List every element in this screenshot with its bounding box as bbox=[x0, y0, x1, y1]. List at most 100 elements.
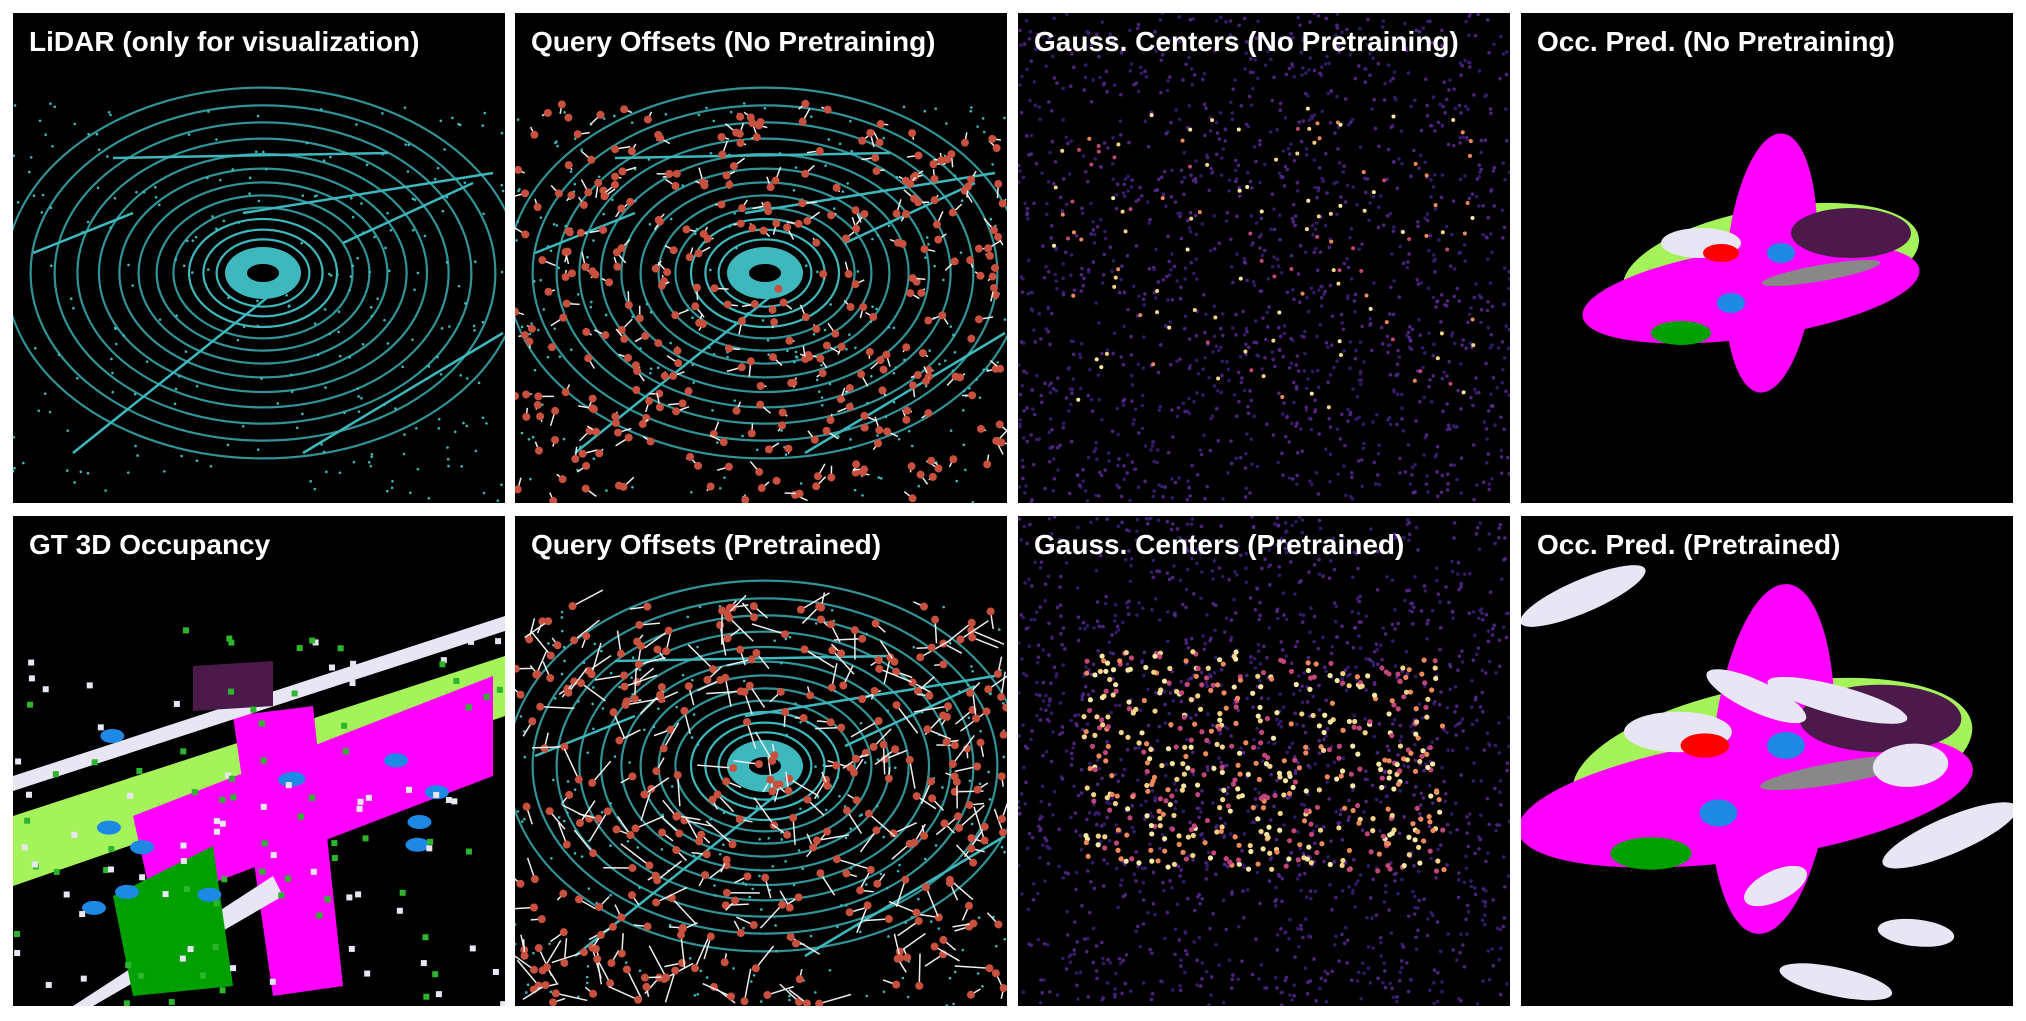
lidar-point bbox=[602, 117, 606, 120]
gaussian-center bbox=[1059, 614, 1063, 618]
gaussian-center bbox=[1229, 265, 1234, 269]
gaussian-center bbox=[1275, 616, 1280, 621]
gaussian-center bbox=[1091, 219, 1095, 224]
gaussian-center bbox=[1091, 960, 1096, 965]
lidar-point bbox=[500, 270, 504, 274]
gaussian-center bbox=[1290, 998, 1295, 1002]
lidar-point bbox=[864, 883, 868, 886]
gaussian-center bbox=[1465, 201, 1470, 206]
query-point bbox=[826, 718, 835, 727]
gaussian-center bbox=[1350, 475, 1354, 480]
gaussian-center bbox=[1265, 655, 1269, 660]
gaussian-center bbox=[1467, 812, 1472, 816]
lidar-point bbox=[182, 264, 186, 268]
query-offset bbox=[874, 748, 896, 766]
gaussian-center bbox=[1135, 41, 1140, 46]
gaussian-center bbox=[1182, 192, 1186, 197]
gaussian-center bbox=[1371, 877, 1376, 882]
gaussian-center bbox=[1265, 325, 1270, 329]
gaussian-center bbox=[1477, 835, 1481, 839]
gaussian-center bbox=[1317, 738, 1322, 743]
query-offset bbox=[918, 953, 921, 986]
gaussian-center bbox=[1487, 482, 1492, 487]
lidar-point bbox=[788, 998, 791, 1002]
gaussian-center bbox=[1408, 482, 1413, 486]
lidar-point bbox=[784, 637, 788, 641]
gaussian-center bbox=[1476, 13, 1480, 17]
lidar-point bbox=[43, 392, 47, 395]
gaussian-center bbox=[1228, 100, 1233, 105]
query-point bbox=[942, 737, 951, 746]
panel: Query Offsets (Pretrained) bbox=[515, 516, 1007, 1006]
gaussian-center bbox=[1298, 923, 1303, 928]
gaussian-center bbox=[1499, 471, 1504, 475]
gaussian-center bbox=[1244, 566, 1248, 570]
gaussian-center bbox=[1358, 26, 1362, 31]
occupancy-voxel bbox=[465, 848, 472, 855]
lidar-point bbox=[446, 457, 450, 461]
gaussian-center bbox=[1392, 225, 1396, 230]
lidar-point bbox=[847, 426, 851, 430]
panel: GT 3D Occupancy bbox=[13, 516, 505, 1006]
gaussian-center bbox=[1120, 878, 1124, 882]
gaussian-center bbox=[1051, 730, 1055, 734]
gaussian-center bbox=[1411, 490, 1415, 495]
lidar-point bbox=[409, 491, 412, 495]
lidar-point bbox=[324, 386, 327, 389]
lidar-point bbox=[370, 455, 373, 459]
gaussian-center bbox=[1425, 933, 1430, 938]
gaussian-center bbox=[1081, 154, 1086, 158]
gaussian-center bbox=[1486, 215, 1490, 220]
query-point bbox=[723, 300, 732, 309]
query-point bbox=[673, 811, 682, 820]
gaussian-center bbox=[1445, 705, 1449, 710]
gaussian-center bbox=[1503, 536, 1507, 540]
gaussian-center bbox=[1204, 153, 1209, 157]
gaussian-center bbox=[1218, 787, 1223, 792]
query-point bbox=[628, 863, 637, 872]
gaussian-center bbox=[1312, 140, 1317, 145]
lidar-point bbox=[734, 322, 737, 325]
gaussian-center bbox=[1090, 409, 1095, 413]
query-point bbox=[520, 951, 529, 960]
gaussian-center bbox=[1209, 166, 1213, 171]
lidar-point bbox=[752, 974, 756, 977]
query-offset bbox=[846, 810, 863, 834]
lidar-point bbox=[209, 464, 213, 468]
gaussian-center bbox=[1481, 887, 1486, 891]
gaussian-center bbox=[1218, 816, 1223, 821]
lidar-point bbox=[656, 366, 660, 370]
gaussian-center bbox=[1273, 790, 1277, 794]
gaussian-center bbox=[1047, 516, 1052, 521]
gaussian-center bbox=[1329, 343, 1334, 348]
gaussian-center bbox=[1195, 277, 1199, 281]
gaussian-center bbox=[1129, 353, 1134, 357]
gaussian-center bbox=[1025, 67, 1029, 72]
lidar-point bbox=[337, 310, 341, 313]
gaussian-center bbox=[1430, 608, 1435, 613]
gaussian-center bbox=[1251, 280, 1256, 284]
gaussian-center bbox=[1468, 139, 1473, 144]
lidar-point bbox=[971, 669, 974, 673]
query-point bbox=[927, 643, 936, 652]
gaussian-center bbox=[1354, 348, 1358, 353]
gaussian-center bbox=[1270, 192, 1275, 197]
gaussian-center bbox=[1113, 772, 1118, 777]
gaussian-center bbox=[1474, 282, 1478, 286]
lidar-ring bbox=[578, 137, 952, 409]
gaussian-center bbox=[1079, 342, 1084, 346]
lidar-point bbox=[580, 148, 583, 152]
occupancy-voxel bbox=[173, 700, 180, 707]
gaussian-center bbox=[1102, 252, 1107, 257]
gaussian-center bbox=[1317, 751, 1322, 755]
gaussian-center bbox=[1377, 722, 1382, 726]
gaussian-center bbox=[1469, 306, 1473, 310]
lidar-point bbox=[618, 685, 621, 689]
lidar-point bbox=[693, 993, 697, 997]
lidar-point bbox=[879, 477, 883, 480]
gaussian-center bbox=[1283, 930, 1288, 934]
gaussian-center bbox=[1146, 144, 1151, 149]
gaussian-center bbox=[1295, 926, 1300, 931]
gaussian-center bbox=[1201, 634, 1205, 638]
gaussian-center bbox=[1405, 265, 1410, 270]
